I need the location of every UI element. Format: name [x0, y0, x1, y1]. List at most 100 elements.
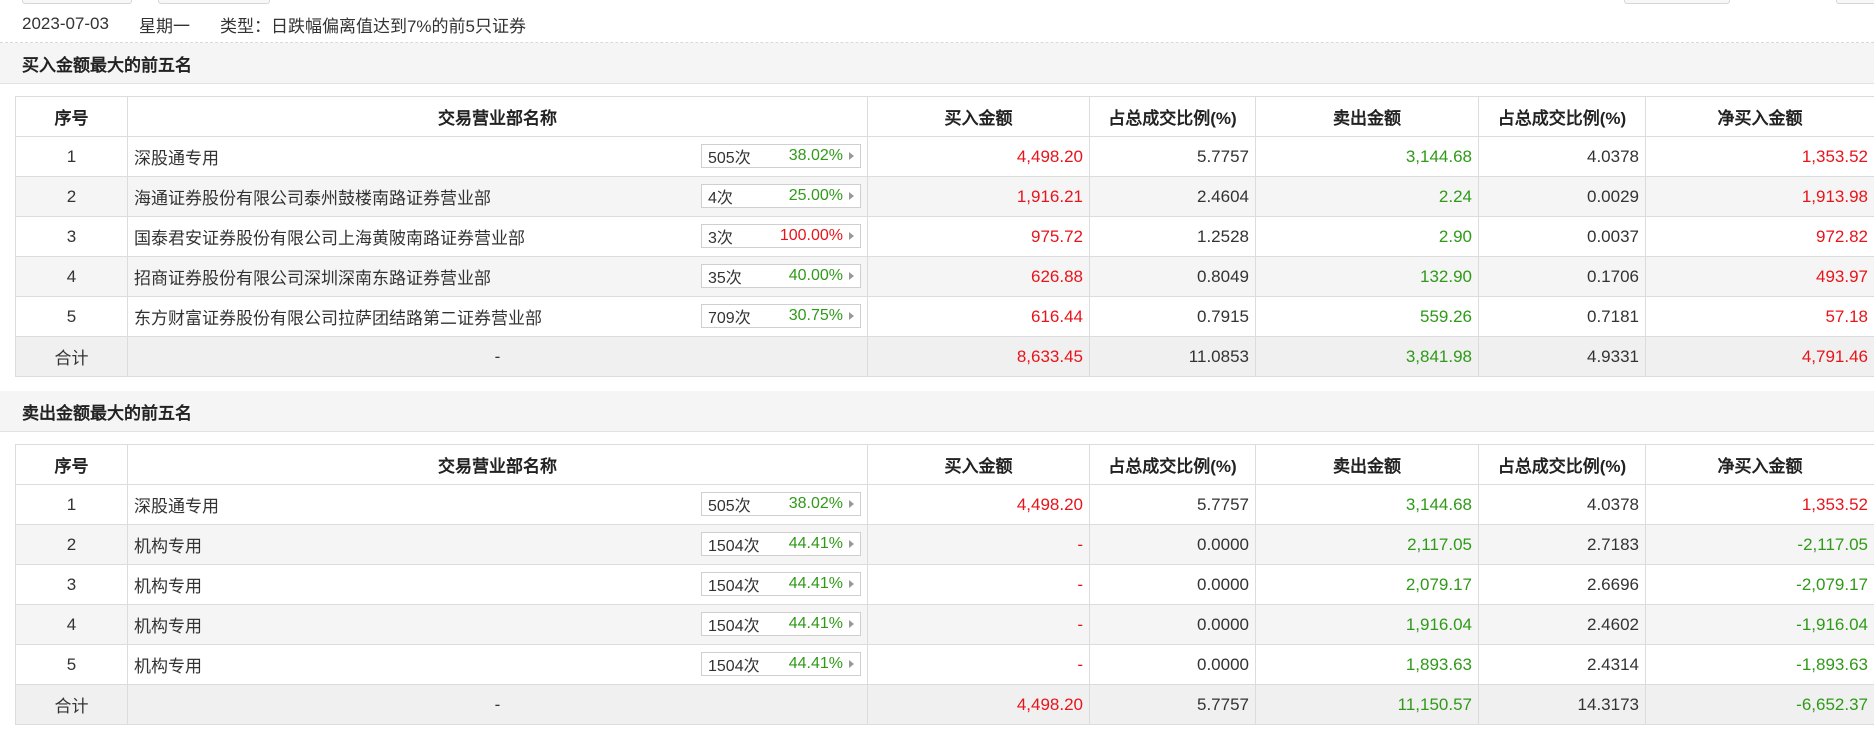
buy-ratio: 1.2528 — [1089, 216, 1256, 257]
top-tab-2[interactable] — [158, 0, 270, 4]
total-buy-amount: 8,633.45 — [867, 336, 1090, 377]
info-bar: 2023-07-03 星期一 类型： 日跌幅偏离值达到7%的前5只证券 — [0, 6, 1874, 43]
row-no: 2 — [15, 176, 128, 217]
broker-stats-button[interactable]: 709次 30.75% — [701, 304, 861, 328]
buy-ratio: 0.7915 — [1089, 296, 1256, 337]
buy-ratio: 0.0000 — [1089, 644, 1256, 685]
col-header-buy: 买入金额 — [867, 96, 1090, 137]
buy-ratio: 5.7757 — [1089, 136, 1256, 177]
col-header-sell-ratio: 占总成交比例(%) — [1478, 444, 1646, 485]
sell-ratio: 0.1706 — [1478, 256, 1646, 297]
sell-table-body: 1 深股通专用 505次 38.02% 4,498.20 5.7757 3,144.68 4.… — [15, 484, 1874, 725]
total-buy-amount: 4,498.20 — [867, 684, 1090, 725]
broker-stats-button[interactable]: 1504次 44.41% — [701, 612, 861, 636]
sell-amount: 2,079.17 — [1255, 564, 1479, 605]
buy-amount: - — [867, 524, 1090, 565]
broker-stats-button[interactable]: 505次 38.02% — [701, 492, 861, 516]
buy-amount: 1,916.21 — [867, 176, 1090, 217]
top-tab-1[interactable] — [22, 0, 132, 4]
broker-stats-button[interactable]: 1504次 44.41% — [701, 572, 861, 596]
broker-name-cell: 机构专用 1504次 44.41% — [127, 604, 868, 645]
total-sell-ratio: 14.3173 — [1478, 684, 1646, 725]
broker-name[interactable]: 深股通专用 — [134, 149, 219, 168]
total-row: 合计 -8,633.45 11.0853 3,841.98 4.9331 4,791.46 — [15, 336, 1874, 377]
table-row: 4 招商证券股份有限公司深圳深南东路证券营业部 35次 40.00% 626.88 0.8… — [15, 256, 1874, 297]
sell-ratio: 2.4602 — [1478, 604, 1646, 645]
sell-ratio: 2.4314 — [1478, 644, 1646, 685]
broker-win-rate: 25.00% — [788, 187, 843, 204]
total-sell-amount: 3,841.98 — [1255, 336, 1479, 377]
buy-amount: 616.44 — [867, 296, 1090, 337]
buy-amount: - — [867, 564, 1090, 605]
top-tab-4[interactable] — [1836, 0, 1874, 4]
buy-ratio: 0.0000 — [1089, 524, 1256, 565]
broker-name[interactable]: 机构专用 — [134, 537, 202, 556]
table-row: 2 机构专用 1504次 44.41% -0.0000 2,117.05 2.7183 -2,… — [15, 524, 1874, 565]
col-header-sell-ratio: 占总成交比例(%) — [1478, 96, 1646, 137]
broker-stats-button[interactable]: 3次 100.00% — [701, 224, 861, 248]
sell-ratio: 4.0378 — [1478, 484, 1646, 525]
chevron-right-icon — [849, 232, 854, 240]
chevron-right-icon — [849, 620, 854, 628]
top-tab-3[interactable] — [1624, 0, 1730, 4]
row-no: 5 — [15, 644, 128, 685]
broker-win-rate: 30.75% — [788, 307, 843, 324]
broker-name[interactable]: 机构专用 — [134, 657, 202, 676]
broker-trade-count: 3次 — [708, 230, 733, 247]
broker-stats-button[interactable]: 35次 40.00% — [701, 264, 861, 288]
buy-ratio: 0.0000 — [1089, 564, 1256, 605]
broker-stats-button[interactable]: 505次 38.02% — [701, 144, 861, 168]
buy-ratio: 2.4604 — [1089, 176, 1256, 217]
total-sell-amount: 11,150.57 — [1255, 684, 1479, 725]
broker-trade-count: 4次 — [708, 190, 733, 207]
info-type-value: 日跌幅偏离值达到7%的前5只证券 — [270, 16, 526, 36]
sell-table: 序号 交易营业部名称 买入金额 占总成交比例(%) 卖出金额 占总成交比例(%)… — [15, 444, 1874, 725]
col-header-name: 交易营业部名称 — [127, 96, 868, 137]
row-no: 3 — [15, 216, 128, 257]
broker-trade-count: 1504次 — [708, 538, 760, 555]
sell-ratio: 0.7181 — [1478, 296, 1646, 337]
row-no: 5 — [15, 296, 128, 337]
table-row: 5 东方财富证券股份有限公司拉萨团结路第二证券营业部 709次 30.75% 616.4… — [15, 296, 1874, 337]
buy-amount: 975.72 — [867, 216, 1090, 257]
chevron-right-icon — [849, 152, 854, 160]
broker-name-cell: 深股通专用 505次 38.02% — [127, 136, 868, 177]
broker-name-cell: 东方财富证券股份有限公司拉萨团结路第二证券营业部 709次 30.75% — [127, 296, 868, 337]
sell-amount: 2,117.05 — [1255, 524, 1479, 565]
broker-name[interactable]: 东方财富证券股份有限公司拉萨团结路第二证券营业部 — [134, 309, 542, 328]
buy-ratio: 0.8049 — [1089, 256, 1256, 297]
col-header-name: 交易营业部名称 — [127, 444, 868, 485]
sell-amount: 2.90 — [1255, 216, 1479, 257]
chevron-right-icon — [849, 272, 854, 280]
broker-trade-count: 709次 — [708, 310, 751, 327]
sell-ratio: 4.0378 — [1478, 136, 1646, 177]
broker-name[interactable]: 国泰君安证券股份有限公司上海黄陂南路证券营业部 — [134, 229, 525, 248]
broker-name[interactable]: 招商证券股份有限公司深圳深南东路证券营业部 — [134, 269, 491, 288]
total-net-amount: -6,652.37 — [1645, 684, 1874, 725]
broker-stats-button[interactable]: 1504次 44.41% — [701, 532, 861, 556]
sell-ratio: 0.0037 — [1478, 216, 1646, 257]
sell-table-header: 序号 交易营业部名称 买入金额 占总成交比例(%) 卖出金额 占总成交比例(%)… — [15, 444, 1874, 485]
row-no: 1 — [15, 484, 128, 525]
broker-stats-button[interactable]: 4次 25.00% — [701, 184, 861, 208]
net-amount: 1,913.98 — [1645, 176, 1874, 217]
table-row: 1 深股通专用 505次 38.02% 4,498.20 5.7757 3,144.68 4.… — [15, 136, 1874, 177]
broker-name[interactable]: 机构专用 — [134, 577, 202, 596]
chevron-right-icon — [849, 580, 854, 588]
buy-table-body: 1 深股通专用 505次 38.02% 4,498.20 5.7757 3,144.68 4.… — [15, 136, 1874, 377]
table-row: 2 海通证券股份有限公司泰州鼓楼南路证券营业部 4次 25.00% 1,916.21 2.… — [15, 176, 1874, 217]
broker-stats-button[interactable]: 1504次 44.41% — [701, 652, 861, 676]
broker-name[interactable]: 海通证券股份有限公司泰州鼓楼南路证券营业部 — [134, 189, 491, 208]
broker-name-cell: 机构专用 1504次 44.41% — [127, 524, 868, 565]
buy-amount: 626.88 — [867, 256, 1090, 297]
sell-ratio: 2.6696 — [1478, 564, 1646, 605]
col-header-net: 净买入金额 — [1645, 444, 1874, 485]
sell-amount: 1,893.63 — [1255, 644, 1479, 685]
broker-name[interactable]: 深股通专用 — [134, 497, 219, 516]
sell-amount: 3,144.68 — [1255, 136, 1479, 177]
info-date: 2023-07-03 — [22, 14, 109, 33]
broker-name[interactable]: 机构专用 — [134, 617, 202, 636]
sell-amount: 559.26 — [1255, 296, 1479, 337]
broker-name-cell: 招商证券股份有限公司深圳深南东路证券营业部 35次 40.00% — [127, 256, 868, 297]
row-no: 3 — [15, 564, 128, 605]
